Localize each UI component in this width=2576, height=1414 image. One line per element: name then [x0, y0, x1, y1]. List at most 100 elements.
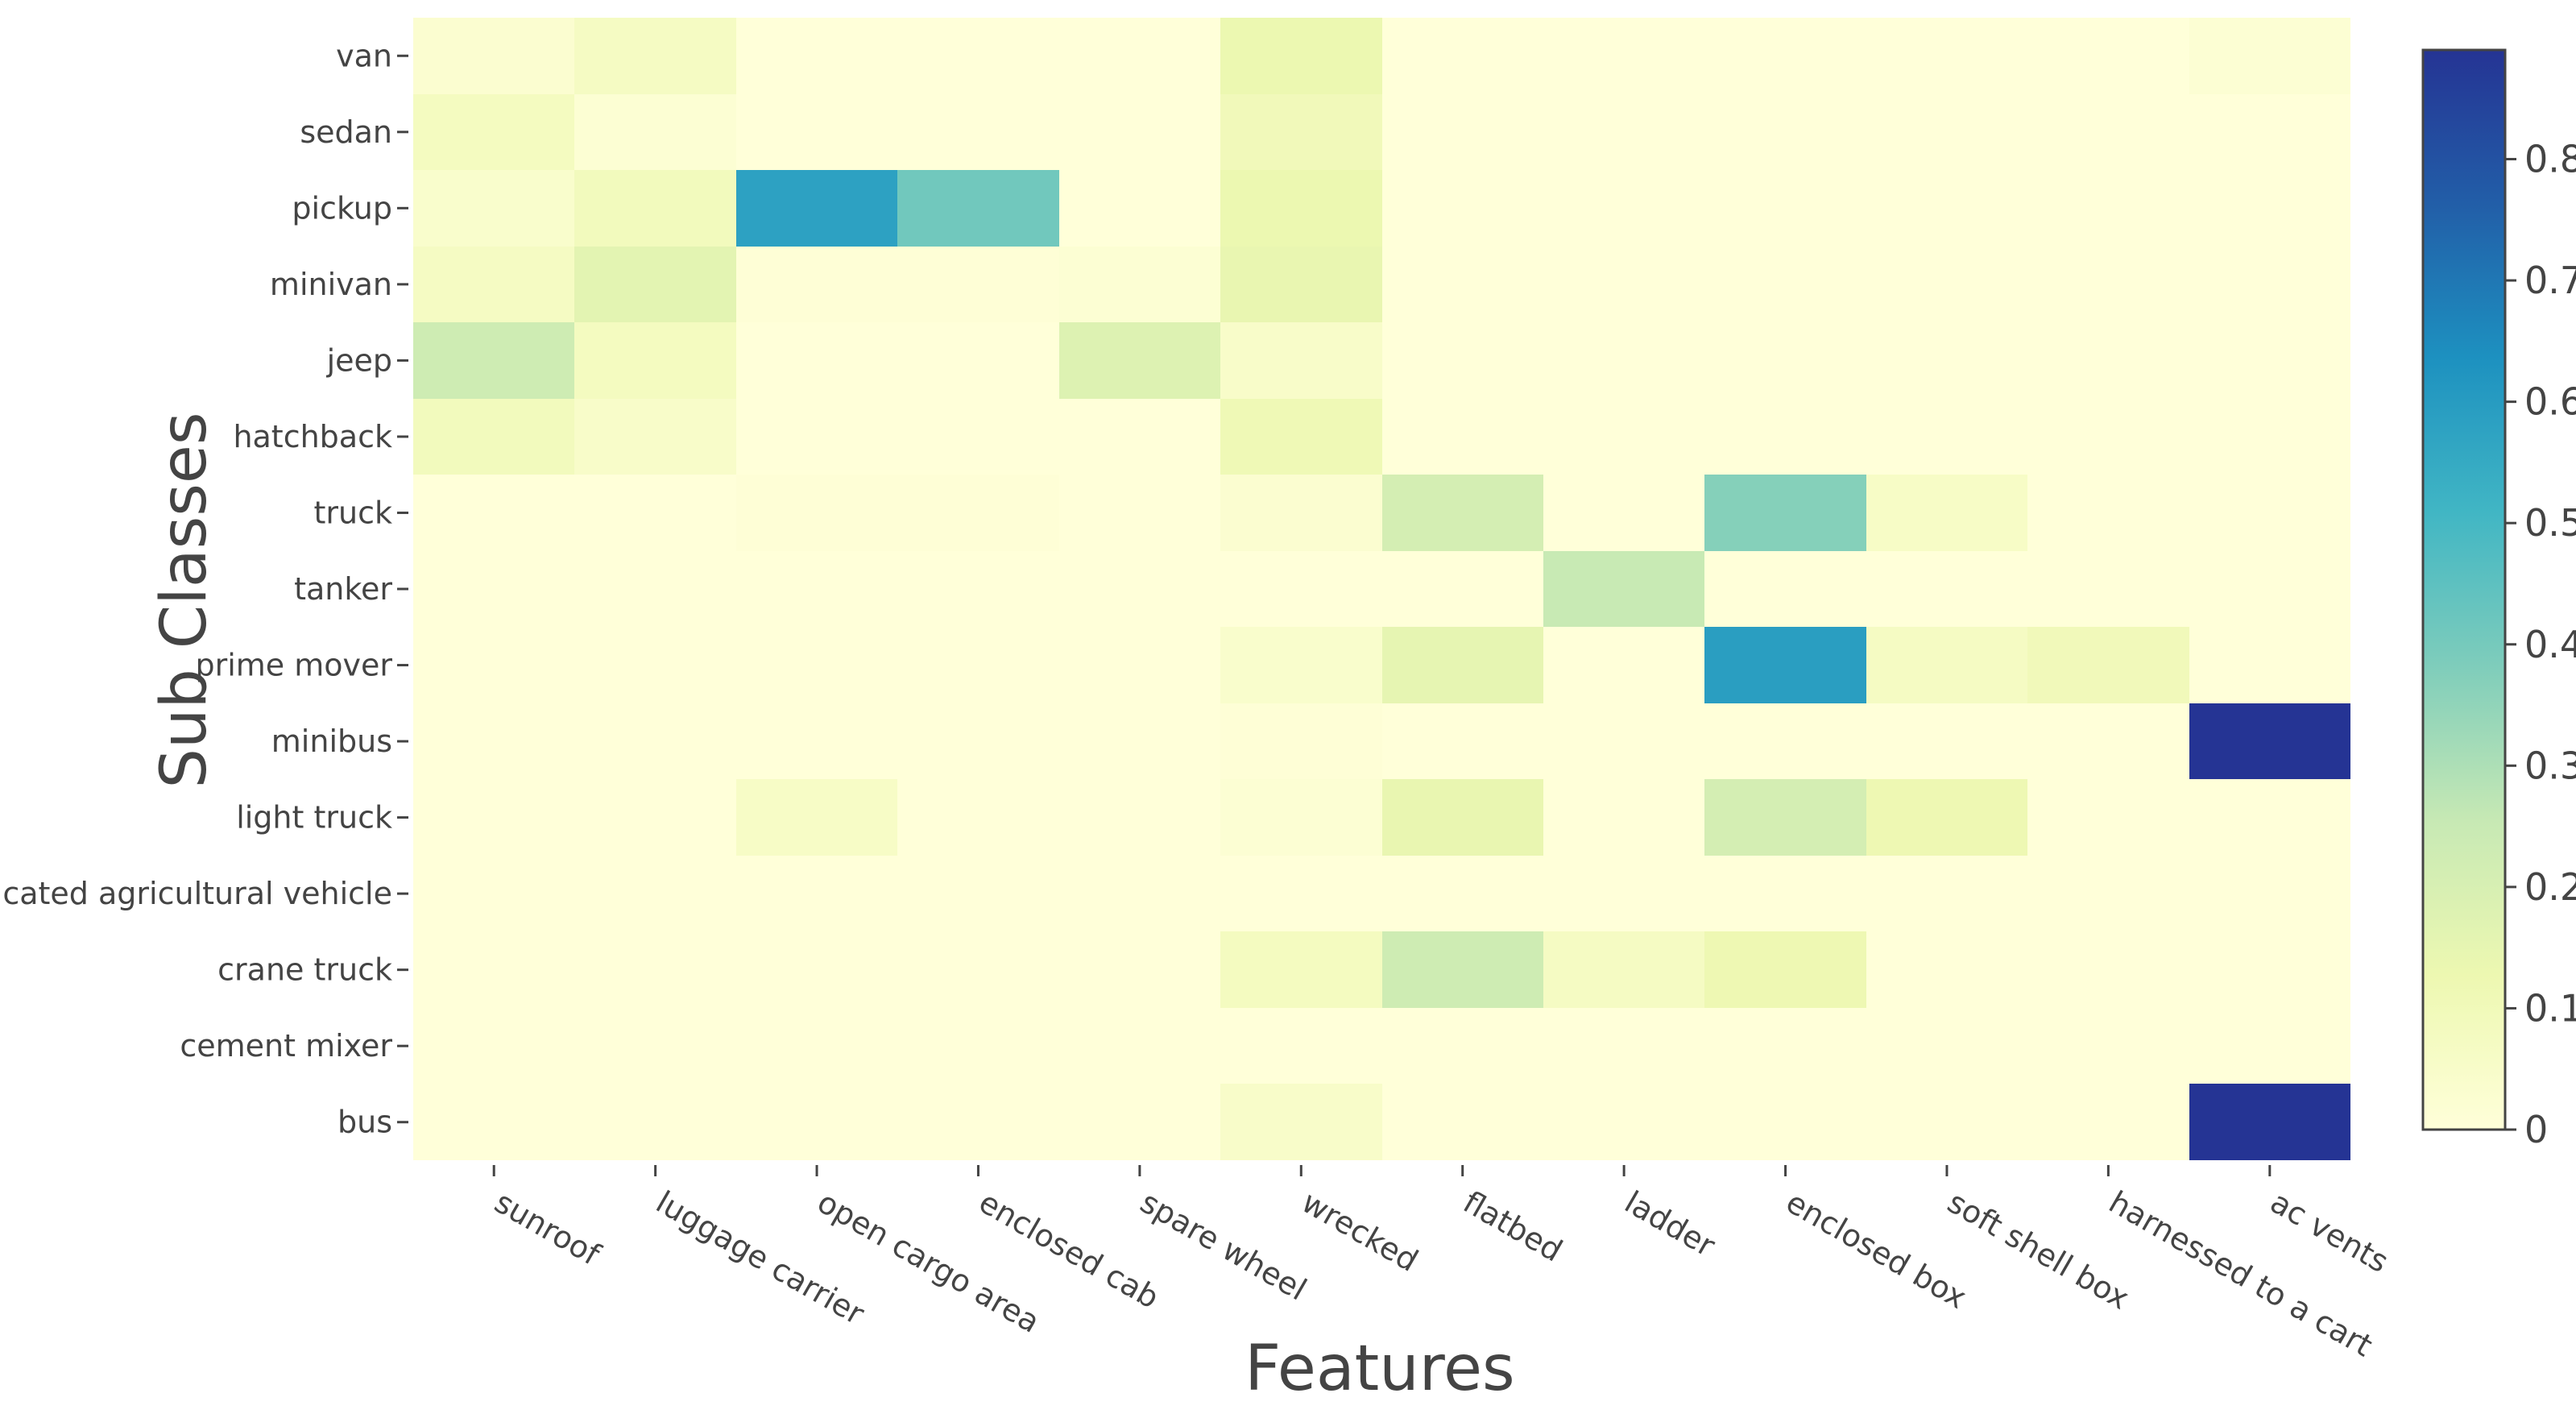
heatmap-cell: [1382, 551, 1543, 627]
heatmap-cell: [2027, 18, 2189, 94]
heatmap-cell: [1543, 1008, 1704, 1084]
heatmap-cell: [1866, 170, 2027, 247]
y-tick-label: crane truck: [217, 952, 392, 988]
heatmap-cell: [1704, 703, 1866, 779]
heatmap-cells: [413, 18, 2350, 1160]
heatmap-cell: [1382, 627, 1543, 703]
heatmap-cell: [1866, 475, 2027, 551]
colorbar-tick-label: 0.6: [2524, 380, 2576, 424]
heatmap-cell: [1059, 703, 1220, 779]
heatmap-cell: [2189, 779, 2350, 856]
heatmap-cell: [574, 322, 736, 399]
heatmap-cell: [736, 551, 897, 627]
heatmap-cell: [1059, 856, 1220, 931]
heatmap-cell: [1382, 18, 1543, 94]
heatmap-cell: [2027, 170, 2189, 247]
heatmap-cell: [574, 1008, 736, 1084]
heatmap-cell: [1059, 551, 1220, 627]
heatmap-cell: [2189, 94, 2350, 170]
colorbar-ticks: 0 0.1 0.2 0.3 0.4 0.5 0.6 0.7 0.8: [2505, 138, 2576, 1151]
heatmap-cell: [1220, 703, 1382, 779]
heatmap-cell: [736, 247, 897, 322]
heatmap-cell: [413, 94, 574, 170]
heatmap-cell: [1382, 1084, 1543, 1160]
heatmap-cell: [897, 931, 1059, 1008]
heatmap-cell: [2027, 399, 2189, 475]
heatmap-cell: [413, 931, 574, 1008]
heatmap-cell: [1704, 627, 1866, 703]
heatmap-cell: [1059, 322, 1220, 399]
heatmap-cell: [1543, 856, 1704, 931]
heatmap-cell: [1382, 931, 1543, 1008]
heatmap-cell: [1220, 94, 1382, 170]
heatmap-cell: [413, 856, 574, 931]
y-axis-title: Sub Classes: [148, 412, 221, 788]
heatmap-cell: [1866, 1008, 2027, 1084]
colorbar-tick-label: 0.2: [2524, 865, 2576, 909]
heatmap-cell: [1059, 1084, 1220, 1160]
heatmap-cell: [574, 475, 736, 551]
heatmap-cell: [413, 627, 574, 703]
heatmap-cell: [1059, 779, 1220, 856]
heatmap-cell: [1866, 247, 2027, 322]
heatmap-cell: [2189, 1084, 2350, 1160]
heatmap-cell: [574, 703, 736, 779]
colorbar-tick-label: 0.5: [2524, 501, 2576, 545]
heatmap-cell: [1382, 322, 1543, 399]
heatmap-cell: [1543, 627, 1704, 703]
heatmap-cell: [1543, 170, 1704, 247]
colorbar-tick-label: 0.4: [2524, 623, 2576, 666]
heatmap-cell: [1866, 1084, 2027, 1160]
y-tick-label: tanker: [294, 571, 392, 607]
heatmap-cell: [1220, 779, 1382, 856]
heatmap-cell: [2189, 703, 2350, 779]
heatmap-cell: [1220, 475, 1382, 551]
heatmap-cell: [2189, 170, 2350, 247]
heatmap-cell: [1059, 475, 1220, 551]
heatmap-cell: [1059, 1008, 1220, 1084]
heatmap-cell: [1543, 931, 1704, 1008]
heatmap-cell: [1543, 1084, 1704, 1160]
heatmap-cell: [413, 399, 574, 475]
heatmap-cell: [1704, 475, 1866, 551]
x-axis-title: Features: [1245, 1333, 1514, 1405]
heatmap-cell: [2189, 551, 2350, 627]
heatmap-cell: [1382, 703, 1543, 779]
heatmap-cell: [736, 475, 897, 551]
heatmap-cell: [1220, 399, 1382, 475]
heatmap-cell: [1704, 551, 1866, 627]
heatmap-cell: [413, 322, 574, 399]
heatmap-cell: [1543, 551, 1704, 627]
heatmap-cell: [897, 703, 1059, 779]
heatmap-cell: [413, 475, 574, 551]
heatmap-cell: [574, 779, 736, 856]
heatmap-cell: [897, 475, 1059, 551]
heatmap-cell: [1866, 322, 2027, 399]
heatmap-cell: [1543, 94, 1704, 170]
heatmap-cell: [1543, 322, 1704, 399]
heatmap-cell: [1382, 1008, 1543, 1084]
heatmap-cell: [736, 931, 897, 1008]
heatmap-cell: [1866, 856, 2027, 931]
heatmap-cell: [413, 551, 574, 627]
heatmap-cell: [2027, 475, 2189, 551]
heatmap-cell: [736, 18, 897, 94]
heatmap-cell: [1382, 399, 1543, 475]
colorbar-tick-label: 0.1: [2524, 986, 2576, 1030]
heatmap-cell: [1059, 627, 1220, 703]
heatmap-cell: [1543, 703, 1704, 779]
heatmap-cell: [1866, 94, 2027, 170]
y-tick-label: cement mixer: [180, 1028, 392, 1064]
heatmap-cell: [413, 1084, 574, 1160]
heatmap-cell: [1059, 247, 1220, 322]
heatmap-cell: [736, 703, 897, 779]
heatmap-cell: [897, 247, 1059, 322]
heatmap-cell: [1382, 779, 1543, 856]
heatmap-cell: [736, 170, 897, 247]
heatmap-cell: [2027, 779, 2189, 856]
heatmap-cell: [574, 931, 736, 1008]
heatmap-cell: [736, 94, 897, 170]
heatmap-cell: [1866, 627, 2027, 703]
heatmap-cell: [2027, 703, 2189, 779]
